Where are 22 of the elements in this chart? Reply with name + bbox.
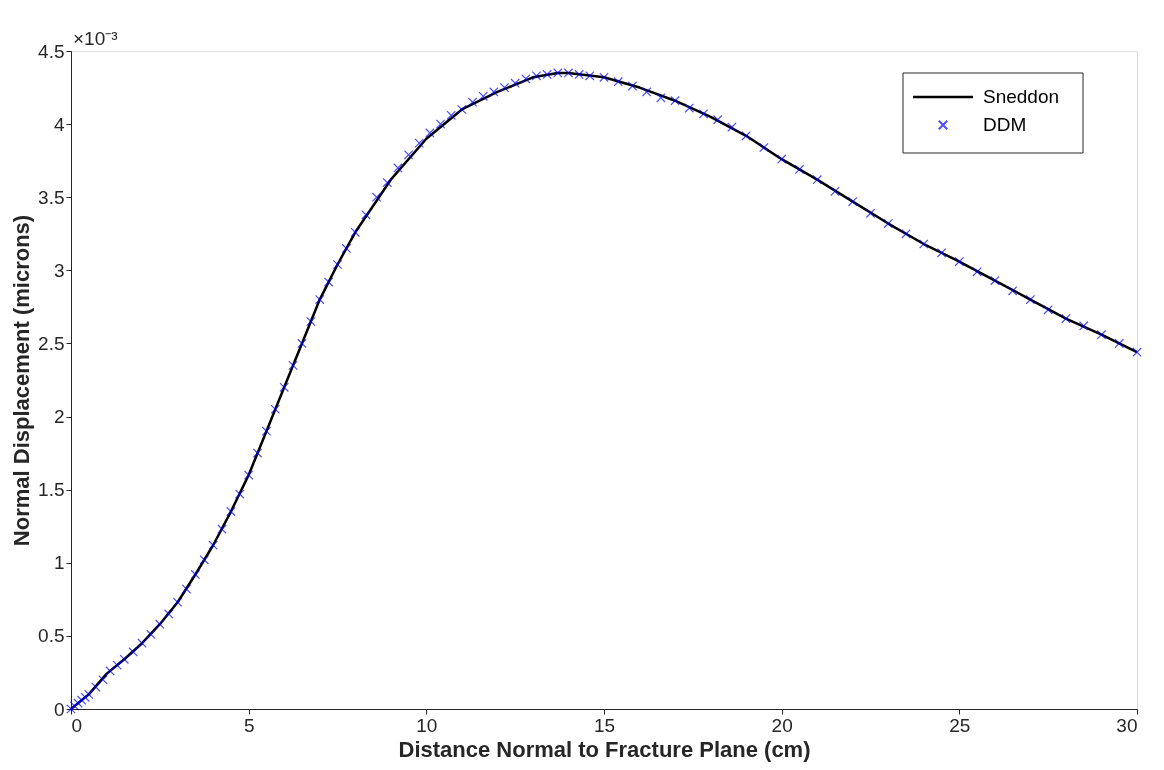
y-axis-title: Normal Displacement (microns) [9,214,35,547]
y-tick-label: 1.5 [38,479,65,501]
y-tick-label: 2 [53,406,65,428]
x-tick-label: 25 [949,714,971,736]
x-tick-label: 10 [416,714,438,736]
x-axis-title: Distance Normal to Fracture Plane (cm) [398,736,811,762]
x-tick-label: 30 [1116,714,1138,736]
x-tick-label: 15 [593,714,616,736]
x-tick-label: 0 [71,714,83,736]
y-tick-label: 2.5 [38,332,65,354]
text: ×10⁻³ [73,28,118,49]
x-tick-label: 5 [243,714,255,736]
legend-label: Sneddon [983,86,1060,107]
y-tick-label: 4 [53,113,65,135]
y-tick-label: 3.5 [38,186,65,208]
y-tick-label: 0 [53,698,65,720]
y-tick-label: 1 [53,552,65,574]
y-tick-label: 3 [53,259,65,281]
y-tick-label: 0.5 [38,625,65,647]
y-tick-label: 4.5 [38,40,65,62]
legend-label: DDM [983,114,1027,135]
x-tick-label: 20 [771,714,793,736]
